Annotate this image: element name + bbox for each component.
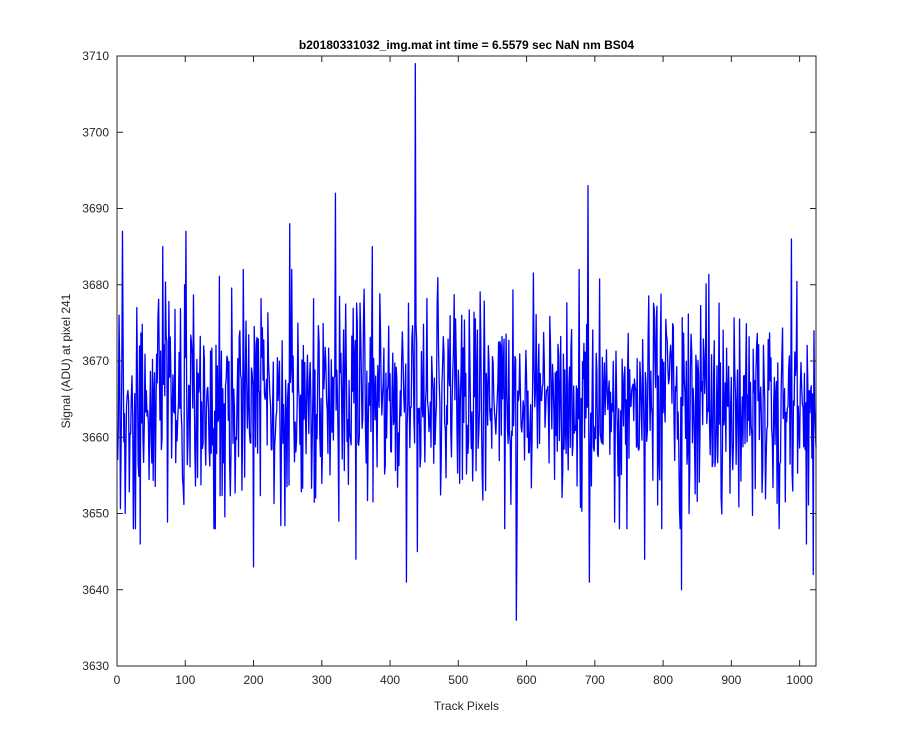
y-tick-label: 3680: [82, 278, 109, 292]
axis-ticks: 0 100 200 300 400 500 600 700 800 900 1000 3630 3640…: [82, 49, 816, 687]
series-line: [117, 62, 817, 621]
x-tick-label: 400: [380, 673, 400, 687]
chart-title: b20180331032_img.mat int time = 6.5579 s…: [299, 38, 635, 52]
x-axis-label: Track Pixels: [434, 699, 499, 713]
x-tick-label: 500: [448, 673, 468, 687]
x-tick-label: 100: [175, 673, 195, 687]
x-tick-label: 900: [721, 673, 741, 687]
x-tick-label: 600: [517, 673, 537, 687]
y-tick-label: 3660: [82, 430, 109, 444]
y-tick-label: 3700: [82, 125, 109, 139]
x-tick-label: 200: [244, 673, 264, 687]
y-tick-label: 3640: [82, 583, 109, 597]
y-tick-label: 3670: [82, 354, 109, 368]
plot-area: [117, 56, 816, 666]
y-tick-label: 3690: [82, 202, 109, 216]
x-tick-label: 300: [312, 673, 332, 687]
y-tick-label: 3710: [82, 49, 109, 63]
x-tick-label: 0: [114, 673, 121, 687]
y-tick-label: 3630: [82, 659, 109, 673]
data-line-group: [117, 62, 817, 621]
x-tick-label: 800: [653, 673, 673, 687]
x-tick-label: 700: [585, 673, 605, 687]
y-axis-label: Signal (ADU) at pixel 241: [59, 293, 73, 428]
y-tick-label: 3650: [82, 507, 109, 521]
x-tick-label: 1000: [786, 673, 813, 687]
